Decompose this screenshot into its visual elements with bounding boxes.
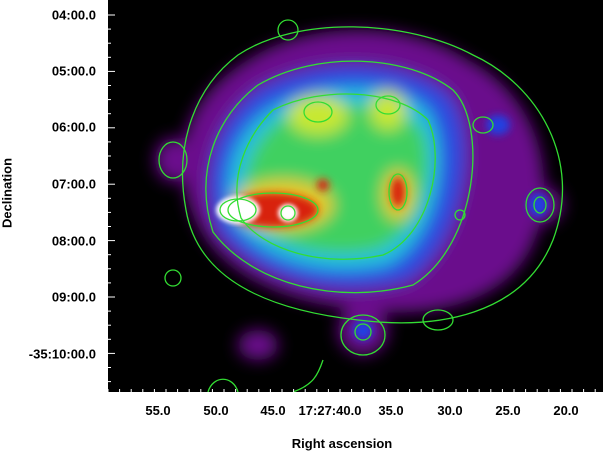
x-tick-label: 45.0 (260, 403, 286, 418)
y-tick-label: 05:00.0 (51, 63, 96, 79)
y-tick-label: 06:00.0 (51, 119, 96, 135)
intensity-map (108, 14, 596, 392)
sky-image (108, 0, 603, 392)
x-tick-label: 55.0 (145, 403, 171, 418)
x-tick-label: 25.0 (495, 403, 521, 418)
y-tick-label: 07:00.0 (51, 176, 96, 192)
x-axis-title: Right ascension (291, 436, 393, 451)
y-tick-label: 04:00.0 (51, 7, 96, 23)
y-tick-label: -35:10:00.0 (28, 346, 96, 362)
x-tick-label: 30.0 (437, 403, 463, 418)
y-tick-label: 08:00.0 (51, 233, 96, 249)
contours (158, 19, 563, 392)
y-tick-label: 09:00.0 (51, 289, 96, 305)
x-tick-label: 20.0 (553, 403, 579, 418)
axis-ticks (108, 14, 596, 392)
x-tick-label: 35.0 (378, 403, 404, 418)
x-tick-label: 17:27:40.0 (298, 403, 362, 418)
x-tick-label: 50.0 (203, 403, 229, 418)
y-axis-title: Declination (0, 157, 15, 229)
